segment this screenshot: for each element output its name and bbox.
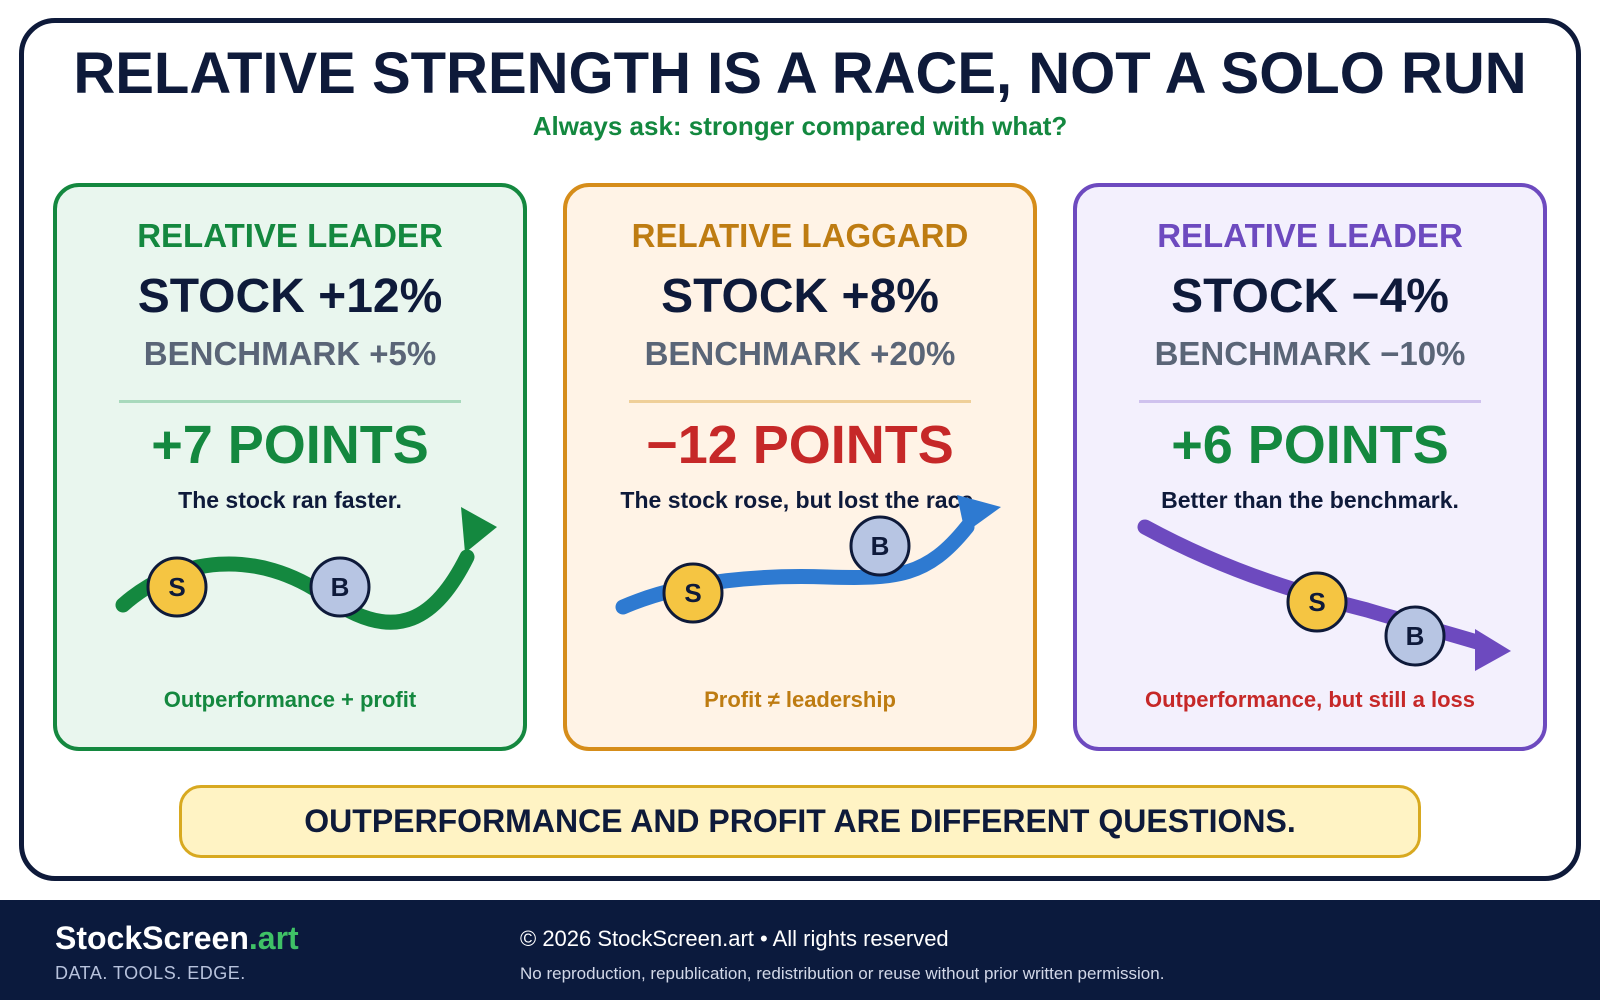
brand-tld: .art xyxy=(248,920,299,956)
benchmark-return: BENCHMARK +5% xyxy=(143,335,437,372)
relative-points: +6 POINTS xyxy=(1171,415,1449,475)
stock-marker: S xyxy=(1286,571,1348,633)
card-relative-laggard: RELATIVE LAGGARD STOCK +8% BENCHMARK +20… xyxy=(563,183,1037,751)
brand-tagline: DATA. TOOLS. EDGE. xyxy=(55,963,246,983)
legal-notice: No reproduction, republication, redistri… xyxy=(520,964,1165,983)
stock-marker: S xyxy=(146,556,208,618)
race-path-chart: S B xyxy=(115,507,497,630)
card-note: Better than the benchmark. xyxy=(1161,487,1459,513)
benchmark-marker: B xyxy=(1384,605,1446,667)
race-path-arrowhead xyxy=(1475,629,1511,671)
benchmark-marker-letter: B xyxy=(1406,621,1425,651)
banner-text: OUTPERFORMANCE AND PROFIT ARE DIFFERENT … xyxy=(304,803,1296,839)
key-message-banner: OUTPERFORMANCE AND PROFIT ARE DIFFERENT … xyxy=(179,785,1421,858)
card-label: RELATIVE LEADER xyxy=(1157,217,1463,254)
race-path-chart: S B xyxy=(1137,519,1511,671)
race-path-chart: S B xyxy=(615,495,1001,624)
footer: StockScreen.art DATA. TOOLS. EDGE. © 202… xyxy=(0,900,1600,1000)
card-divider xyxy=(119,400,461,403)
card-caption: Outperformance + profit xyxy=(163,687,417,712)
race-path-arrowhead xyxy=(461,507,497,553)
card-note: The stock ran faster. xyxy=(178,487,402,513)
card-relative-leader-loss: RELATIVE LEADER STOCK −4% BENCHMARK −10%… xyxy=(1073,183,1547,751)
stock-marker-letter: S xyxy=(1308,587,1325,617)
page-subtitle: Always ask: stronger compared with what? xyxy=(532,111,1068,141)
card-divider xyxy=(629,400,971,403)
stock-marker-letter: S xyxy=(168,572,185,602)
benchmark-return: BENCHMARK +20% xyxy=(644,335,956,372)
relative-points: −12 POINTS xyxy=(646,415,954,475)
stock-marker-letter: S xyxy=(684,578,701,608)
benchmark-marker-letter: B xyxy=(871,531,890,561)
copyright-text: © 2026 StockScreen.art • All rights rese… xyxy=(520,926,949,951)
benchmark-marker: B xyxy=(849,515,911,577)
card-label: RELATIVE LAGGARD xyxy=(631,217,969,254)
brand-logo[interactable]: StockScreen.art xyxy=(55,920,299,957)
benchmark-marker: B xyxy=(309,556,371,618)
stock-return: STOCK −4% xyxy=(1171,270,1449,323)
race-path-arrowhead xyxy=(957,495,1001,533)
stock-return: STOCK +8% xyxy=(661,270,939,323)
card-caption: Profit ≠ leadership xyxy=(704,687,896,712)
card-caption: Outperformance, but still a loss xyxy=(1144,687,1476,712)
stock-return: STOCK +12% xyxy=(137,270,443,323)
relative-points: +7 POINTS xyxy=(151,415,429,475)
brand-name: StockScreen xyxy=(55,920,249,956)
benchmark-return: BENCHMARK −10% xyxy=(1154,335,1466,372)
card-label: RELATIVE LEADER xyxy=(137,217,443,254)
card-divider xyxy=(1139,400,1481,403)
page-title: RELATIVE STRENGTH IS A RACE, NOT A SOLO … xyxy=(73,41,1527,106)
benchmark-marker-letter: B xyxy=(331,572,350,602)
card-note: The stock rose, but lost the race. xyxy=(620,487,980,513)
stock-marker: S xyxy=(662,562,724,624)
card-relative-leader-gain: RELATIVE LEADER STOCK +12% BENCHMARK +5%… xyxy=(53,183,527,751)
